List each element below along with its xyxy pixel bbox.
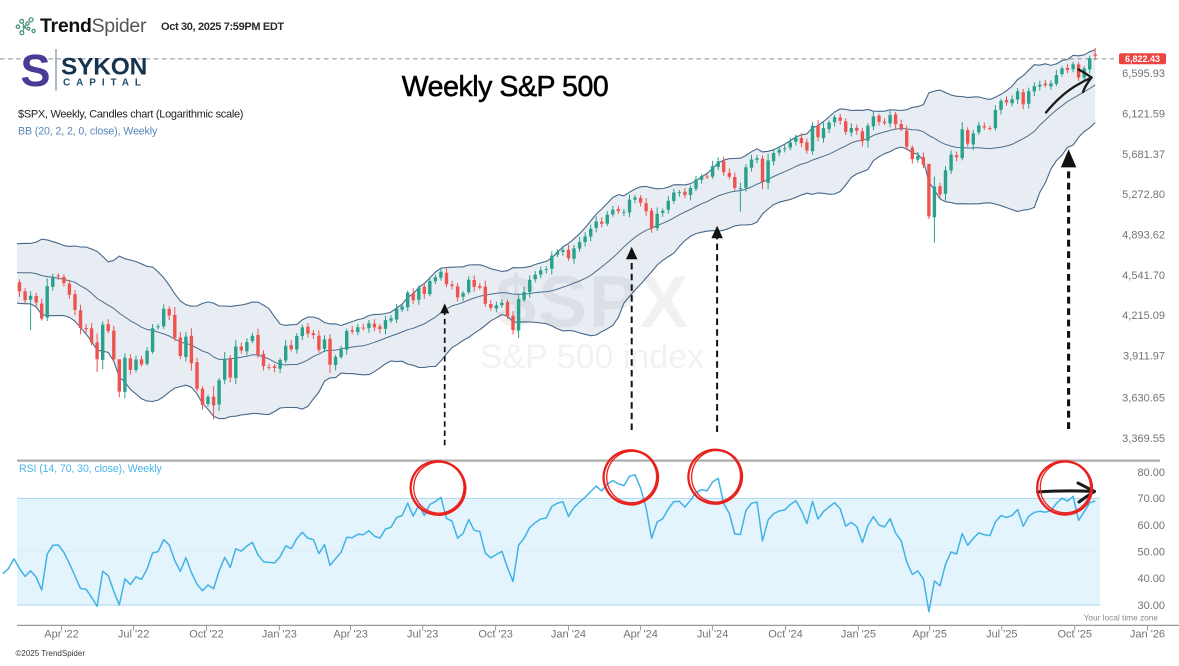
svg-text:Oct '24: Oct '24 <box>768 629 803 641</box>
svg-text:5,272.80: 5,272.80 <box>1122 189 1165 201</box>
svg-text:6,595.93: 6,595.93 <box>1122 68 1165 80</box>
svg-text:6,121.59: 6,121.59 <box>1122 109 1165 121</box>
svg-text:RSI (14, 70, 30, close), Weekl: RSI (14, 70, 30, close), Weekly <box>19 463 163 475</box>
svg-text:70.00: 70.00 <box>1137 493 1165 505</box>
svg-text:5,681.37: 5,681.37 <box>1122 149 1165 161</box>
svg-text:SYKON: SYKON <box>61 54 147 81</box>
svg-text:50.00: 50.00 <box>1137 547 1165 559</box>
svg-text:4,541.70: 4,541.70 <box>1122 270 1165 282</box>
svg-text:4,215.09: 4,215.09 <box>1122 310 1165 322</box>
svg-text:Jan '26: Jan '26 <box>1130 629 1165 641</box>
svg-text:S: S <box>21 45 51 96</box>
svg-text:Oct '22: Oct '22 <box>189 629 224 641</box>
svg-text:BB (20, 2, 2, 0, close), Weekl: BB (20, 2, 2, 0, close), Weekly <box>18 126 158 138</box>
svg-text:TrendSpider: TrendSpider <box>40 15 147 37</box>
svg-text:Jul '25: Jul '25 <box>986 629 1017 641</box>
svg-text:S&P 500 index: S&P 500 index <box>480 338 704 376</box>
svg-text:30.00: 30.00 <box>1137 600 1165 612</box>
svg-text:Oct '25: Oct '25 <box>1057 629 1092 641</box>
svg-text:Apr '24: Apr '24 <box>623 629 658 641</box>
svg-text:80.00: 80.00 <box>1137 467 1165 479</box>
svg-text:Jan '23: Jan '23 <box>262 629 297 641</box>
svg-text:Apr '23: Apr '23 <box>333 629 368 641</box>
svg-text:60.00: 60.00 <box>1137 520 1165 532</box>
svg-text:4,893.62: 4,893.62 <box>1122 229 1165 241</box>
svg-text:Jul '24: Jul '24 <box>697 629 728 641</box>
svg-text:$SPX, Weekly, Candles chart (L: $SPX, Weekly, Candles chart (Logarithmic… <box>18 109 243 121</box>
svg-text:3,369.55: 3,369.55 <box>1122 433 1165 445</box>
svg-text:Jul '23: Jul '23 <box>407 629 438 641</box>
svg-text:CAPITAL: CAPITAL <box>63 78 147 89</box>
svg-text:Jan '25: Jan '25 <box>841 629 876 641</box>
svg-text:©2025 TrendSpider: ©2025 TrendSpider <box>16 649 86 658</box>
svg-text:Jul '22: Jul '22 <box>118 629 149 641</box>
svg-text:Weekly S&P 500: Weekly S&P 500 <box>402 71 609 103</box>
svg-text:Apr '22: Apr '22 <box>44 629 79 641</box>
svg-text:Oct '23: Oct '23 <box>478 629 513 641</box>
svg-text:6,822.43: 6,822.43 <box>1125 54 1160 64</box>
svg-text:$SPX: $SPX <box>496 262 691 343</box>
svg-text:3,630.65: 3,630.65 <box>1122 392 1165 404</box>
svg-text:Your local time zone: Your local time zone <box>1084 613 1159 623</box>
svg-text:Jan '24: Jan '24 <box>551 629 586 641</box>
svg-text:40.00: 40.00 <box>1137 573 1165 585</box>
svg-text:Apr '25: Apr '25 <box>912 629 947 641</box>
svg-text:Oct 30, 2025 7:59PM EDT: Oct 30, 2025 7:59PM EDT <box>161 21 284 33</box>
svg-text:3,911.97: 3,911.97 <box>1123 351 1165 363</box>
